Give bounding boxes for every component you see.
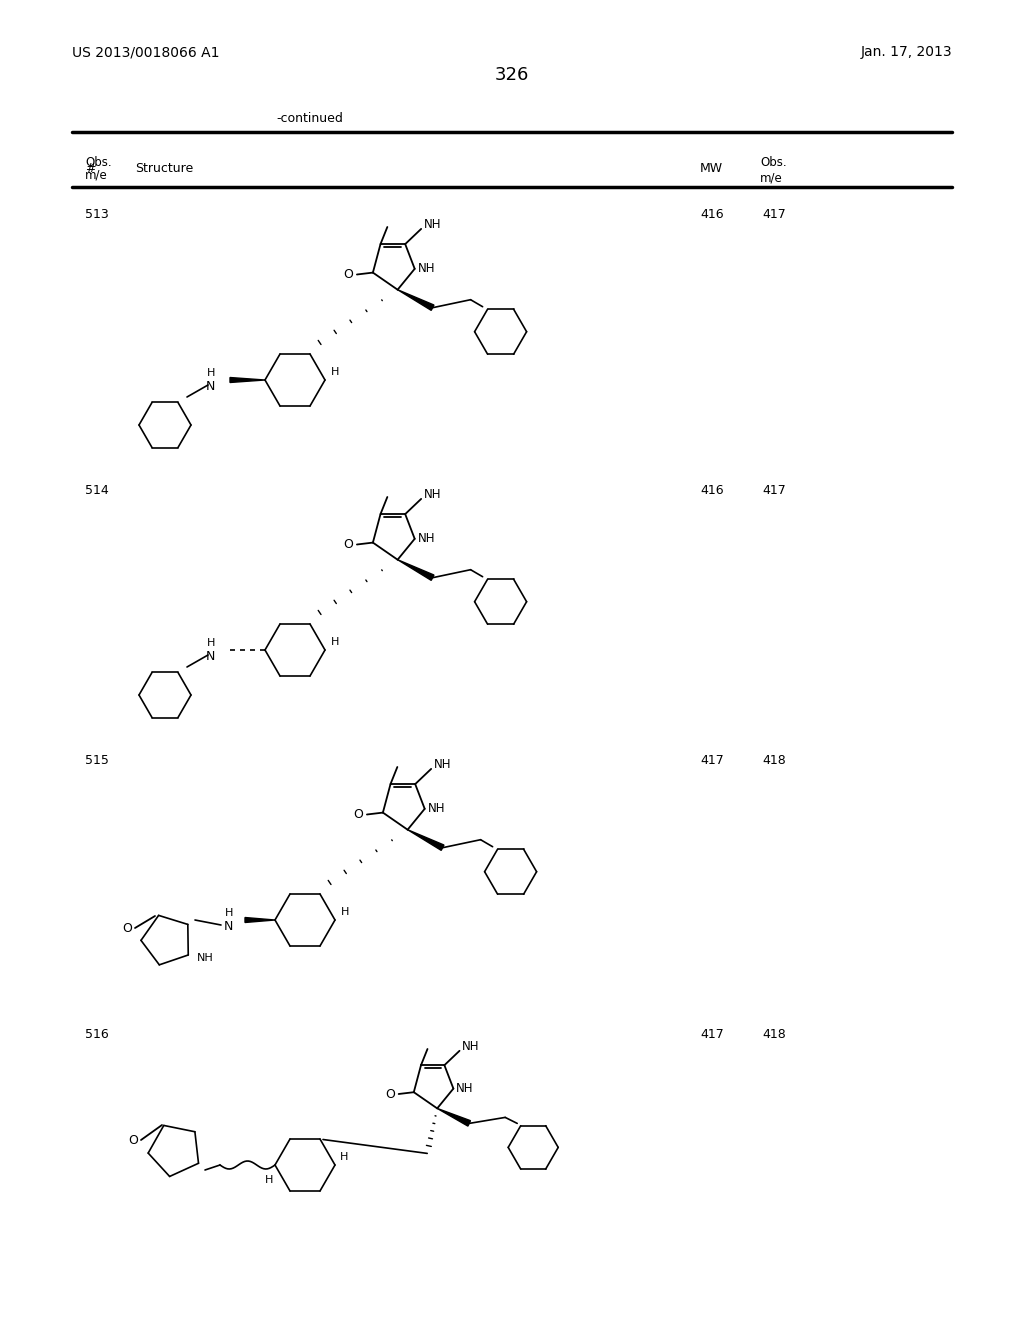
Polygon shape: [397, 289, 434, 310]
Text: O: O: [353, 808, 364, 821]
Text: H: H: [207, 368, 215, 378]
Text: US 2013/0018066 A1: US 2013/0018066 A1: [72, 45, 219, 59]
Text: 513: 513: [85, 209, 109, 222]
Text: #: #: [85, 161, 95, 174]
Text: NH: NH: [197, 953, 214, 964]
Text: 417: 417: [700, 1028, 724, 1041]
Text: 418: 418: [762, 754, 785, 767]
Text: Obs.: Obs.: [760, 156, 786, 169]
Text: NH: NH: [418, 263, 435, 276]
Text: H: H: [207, 638, 215, 648]
Text: MW: MW: [700, 161, 723, 174]
Text: 515: 515: [85, 754, 109, 767]
Text: H: H: [265, 1175, 273, 1185]
Text: H: H: [340, 1152, 348, 1162]
Text: O: O: [343, 268, 353, 281]
Polygon shape: [408, 830, 444, 850]
Text: N: N: [223, 920, 233, 933]
Text: 418: 418: [762, 1028, 785, 1041]
Text: 416: 416: [700, 209, 724, 222]
Text: O: O: [122, 921, 132, 935]
Polygon shape: [397, 560, 434, 581]
Text: 416: 416: [700, 483, 724, 496]
Text: Jan. 17, 2013: Jan. 17, 2013: [860, 45, 952, 59]
Text: Structure: Structure: [135, 161, 194, 174]
Text: NH: NH: [428, 803, 445, 816]
Polygon shape: [245, 917, 275, 923]
Text: NH: NH: [457, 1082, 474, 1096]
Text: NH: NH: [418, 532, 435, 545]
Text: NH: NH: [424, 218, 441, 231]
Text: m/e: m/e: [85, 169, 108, 181]
Polygon shape: [230, 378, 265, 383]
Text: O: O: [343, 539, 353, 550]
Text: H: H: [331, 367, 339, 378]
Text: m/e: m/e: [760, 172, 782, 185]
Text: NH: NH: [462, 1040, 479, 1053]
Text: N: N: [206, 380, 215, 393]
Polygon shape: [437, 1109, 470, 1126]
Text: 417: 417: [762, 209, 785, 222]
Text: NH: NH: [433, 758, 451, 771]
Text: H: H: [341, 907, 349, 917]
Text: 417: 417: [762, 483, 785, 496]
Text: H: H: [224, 908, 233, 917]
Text: 516: 516: [85, 1028, 109, 1041]
Text: -continued: -continued: [276, 111, 343, 124]
Text: O: O: [128, 1134, 138, 1147]
Text: O: O: [385, 1088, 395, 1101]
Text: H: H: [331, 638, 339, 647]
Text: NH: NH: [424, 488, 441, 500]
Text: N: N: [206, 651, 215, 664]
Text: 514: 514: [85, 483, 109, 496]
Text: 326: 326: [495, 66, 529, 84]
Text: Obs.: Obs.: [85, 156, 112, 169]
Text: 417: 417: [700, 754, 724, 767]
